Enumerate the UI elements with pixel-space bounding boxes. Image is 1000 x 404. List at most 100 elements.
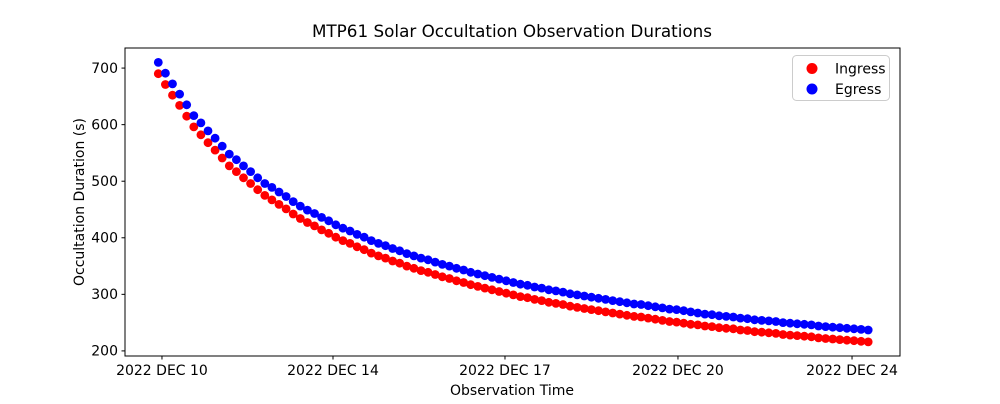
y-tick-label: 300 [91,287,118,303]
data-point-ingress [764,328,774,338]
data-point-egress [757,316,767,325]
data-point-egress [274,187,284,197]
data-point-egress [324,216,334,226]
data-point-egress [608,296,618,305]
data-point-ingress [196,130,206,140]
data-point-ingress [267,195,277,205]
data-point-egress [551,286,561,296]
plot-frame [124,47,901,357]
data-point-ingress [487,285,497,295]
data-point-egress [686,307,696,317]
axis-ticks: 200 300 400 500 600 700 2022 DEC 10 2022 DEC 14… [91,61,898,379]
y-tick-label: 500 [91,174,118,190]
data-point-ingress [217,153,227,163]
data-point-egress [437,260,447,269]
data-point-ingress [565,301,575,311]
data-point-egress [828,322,838,332]
data-point-ingress [366,248,376,258]
data-point-ingress [757,327,767,337]
x-tick-label: 2022 DEC 20 [632,363,724,379]
data-point-egress [807,320,816,330]
data-point-egress [558,287,568,297]
data-point-ingress [856,336,866,346]
data-point-ingress [693,320,703,330]
data-point-egress [217,141,227,151]
data-point-ingress [842,335,852,345]
data-point-ingress [388,256,397,266]
data-point-ingress [338,236,348,246]
data-point-egress [594,293,603,303]
data-point-ingress [551,299,561,308]
data-point-egress [750,315,759,325]
data-point-egress [693,308,703,318]
data-point-egress [487,273,497,282]
data-point-egress [452,263,461,273]
data-point-egress [210,133,220,143]
legend: Ingress Egress [792,55,890,101]
data-point-egress [615,297,625,307]
data-point-ingress [658,316,667,325]
data-points [153,58,873,347]
data-point-ingress [224,161,234,171]
data-point-ingress [572,303,582,312]
x-axis-label: Observation Time [450,383,574,399]
data-point-ingress [281,204,291,214]
data-point-egress [466,267,476,277]
data-point-egress [352,230,362,239]
data-point-ingress [629,312,639,321]
x-tick-label: 2022 DEC 17 [459,363,551,379]
data-point-egress [161,68,170,78]
data-point-ingress [445,274,454,283]
data-point-ingress [423,267,433,277]
data-point-egress [544,285,554,295]
data-point-egress [345,226,355,236]
data-point-ingress [161,80,170,89]
data-point-egress [473,269,483,279]
data-point-egress [182,100,192,110]
data-point-ingress [778,330,788,339]
data-point-egress [728,312,738,322]
y-tick-label: 700 [91,61,118,77]
data-point-ingress [416,266,426,275]
data-point-egress [168,79,177,89]
data-point-ingress [253,185,263,195]
data-point-egress [189,111,199,120]
legend-label-egress: Egress [835,82,881,98]
data-point-egress [835,323,845,333]
data-point-ingress [594,306,603,316]
data-point-ingress [168,90,177,100]
data-point-ingress [288,209,298,219]
data-point-ingress [437,272,447,282]
data-point-ingress [672,317,681,327]
data-point-egress [785,318,795,328]
data-point-egress [622,298,632,308]
data-point-ingress [359,245,369,255]
data-point-ingress [792,331,802,340]
data-point-egress [239,161,248,171]
data-point-ingress [345,239,355,248]
data-point-ingress [750,327,759,337]
data-point-ingress [232,167,241,177]
data-point-egress [771,317,781,326]
data-point-egress [707,310,717,320]
data-point-ingress [587,305,596,314]
data-point-ingress [736,325,745,335]
data-point-egress [480,271,490,281]
data-point-egress [587,292,596,302]
data-point-egress [430,257,440,267]
data-point-ingress [558,300,568,309]
data-point-egress [175,89,185,99]
data-point-egress [601,295,610,304]
data-point-ingress [785,330,795,340]
x-tick-label: 2022 DEC 14 [287,363,379,379]
data-point-ingress [537,296,547,305]
data-point-egress [537,283,547,293]
data-point-ingress [473,282,483,291]
data-point-egress [863,325,873,335]
data-point-ingress [501,288,511,298]
data-point-ingress [700,321,710,331]
data-point-egress [288,197,298,207]
data-point-ingress [771,329,781,338]
data-point-egress [643,301,653,311]
data-point-egress [366,236,376,246]
